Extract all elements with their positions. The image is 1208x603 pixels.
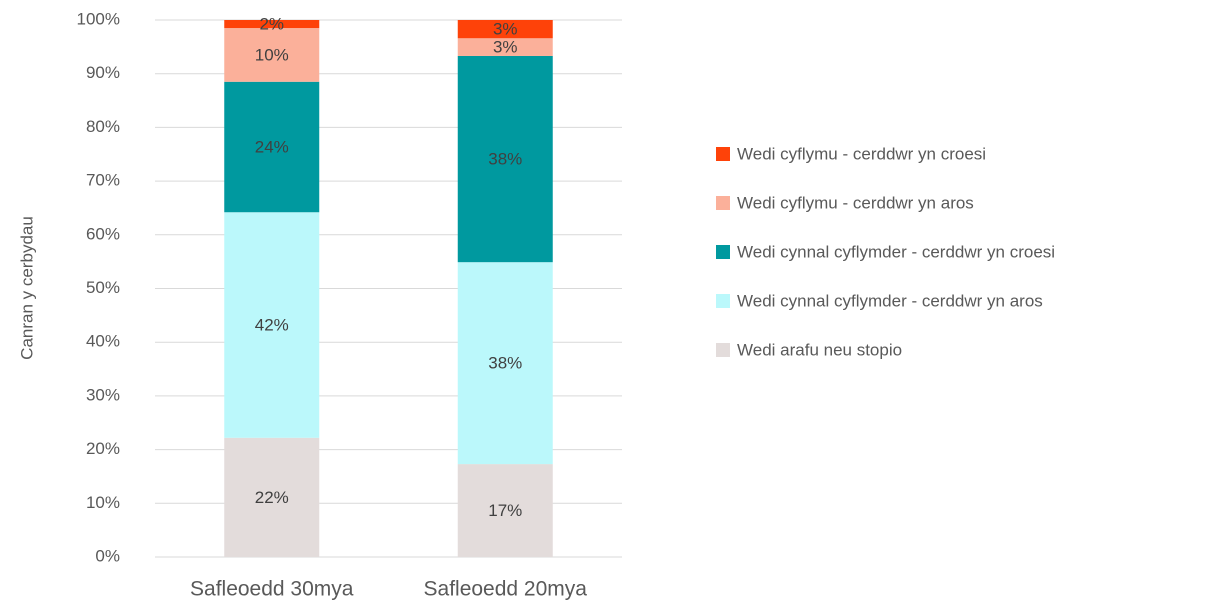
legend-swatch (716, 245, 730, 259)
y-tick-label: 20% (86, 439, 120, 458)
y-tick-label: 70% (86, 171, 120, 190)
data-label: 10% (255, 45, 289, 64)
data-label: 38% (488, 354, 522, 373)
y-tick-label: 90% (86, 63, 120, 82)
y-tick-label: 10% (86, 493, 120, 512)
legend-swatch (716, 343, 730, 357)
x-tick-label: Safleoedd 20mya (424, 578, 588, 601)
bar-segment (224, 212, 320, 438)
data-label: 17% (488, 501, 522, 520)
bar-segment (224, 20, 320, 29)
y-tick-label: 0% (95, 546, 120, 565)
y-tick-label: 80% (86, 117, 120, 136)
data-label: 42% (255, 316, 289, 335)
bar-segment (457, 464, 553, 557)
legend-swatch (716, 294, 730, 308)
legend-label: Wedi cynnal cyflymder - cerddwr yn aros (737, 291, 1043, 310)
legend-label: Wedi arafu neu stopio (737, 340, 902, 359)
legend-swatch (716, 196, 730, 210)
bar-segment (457, 38, 553, 56)
legend-label: Wedi cyflymu - cerddwr yn croesi (737, 144, 986, 163)
x-tick-label: Safleoedd 30mya (190, 578, 354, 601)
bar-segment (224, 28, 320, 82)
legend-swatch (716, 147, 730, 161)
y-tick-label: 100% (77, 9, 120, 28)
data-label: 3% (493, 20, 518, 39)
legend-label: Wedi cynnal cyflymder - cerddwr yn croes… (737, 242, 1055, 261)
y-tick-label: 60% (86, 224, 120, 243)
bar-segment (457, 55, 553, 263)
data-label: 3% (493, 38, 518, 57)
data-label: 22% (255, 488, 289, 507)
y-axis-label: Canran y cerbydau (17, 216, 36, 360)
data-label: 24% (255, 137, 289, 156)
y-tick-label: 50% (86, 278, 120, 297)
legend-label: Wedi cyflymu - cerddwr yn aros (737, 193, 974, 212)
y-tick-label: 40% (86, 332, 120, 351)
bar-segment (224, 437, 320, 557)
bar-segment (457, 20, 553, 39)
data-label: 2% (259, 15, 284, 34)
bar-segment (224, 81, 320, 213)
bar-segment (457, 262, 553, 465)
data-label: 38% (488, 150, 522, 169)
y-tick-label: 30% (86, 385, 120, 404)
